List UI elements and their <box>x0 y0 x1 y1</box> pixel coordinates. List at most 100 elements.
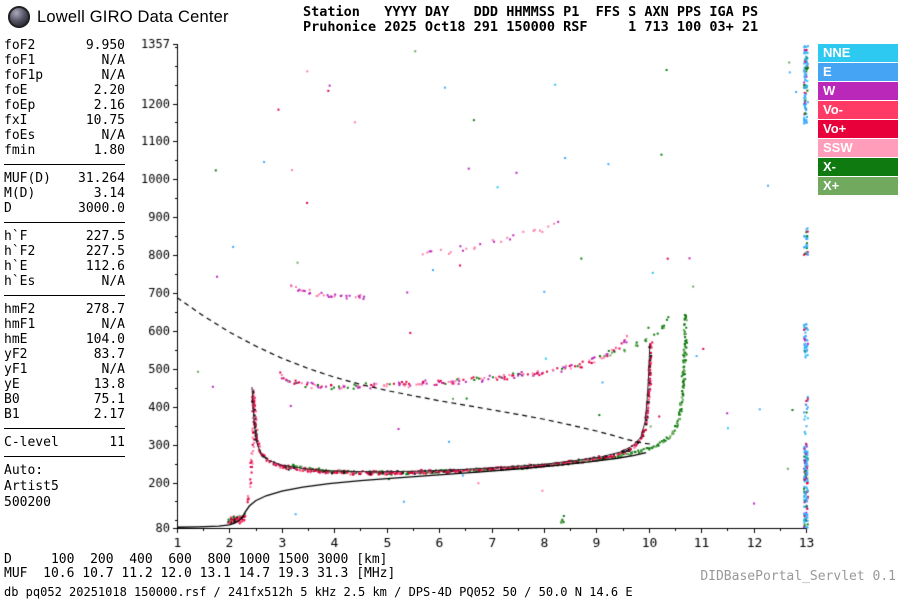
param-row-foEp: foEp 2.16 <box>4 98 125 113</box>
param-row-hmE: hmE 104.0 <box>4 332 125 347</box>
param-value: 13.8 <box>93 377 125 392</box>
param-label: foF1p <box>4 68 44 83</box>
param-label: h`F2 <box>4 244 36 259</box>
param-label: M(D) <box>4 186 36 201</box>
param-label: fmin <box>4 143 36 158</box>
param-row-hmF2: hmF2 278.7 <box>4 302 125 317</box>
param-label: hmF2 <box>4 302 36 317</box>
legend-item-W: W <box>818 82 898 100</box>
legend: NNE E W Vo- Vo+ SSW X- X+ <box>818 44 898 196</box>
param-label: foE <box>4 83 28 98</box>
param-value: 2.16 <box>93 98 125 113</box>
distance-row: D 100 200 400 600 800 1000 1500 3000 [km… <box>4 552 388 567</box>
param-label: h`E <box>4 259 28 274</box>
legend-item-Vo+: Vo+ <box>818 120 898 138</box>
param-value: 31.264 <box>78 171 125 186</box>
servlet-version: DIDBasePortal_Servlet 0.1 <box>700 569 896 584</box>
param-label: hmF1 <box>4 317 36 332</box>
param-row-B1: B1 2.17 <box>4 407 125 422</box>
param-row-fmin: fmin 1.80 <box>4 143 125 158</box>
param-row-MUF(D): MUF(D) 31.264 <box>4 171 125 186</box>
legend-item-SSW: SSW <box>818 139 898 157</box>
param-value: 227.5 <box>85 244 125 259</box>
param-row-M(D): M(D) 3.14 <box>4 186 125 201</box>
param-value: 3000.0 <box>78 201 125 216</box>
giro-logo-icon <box>8 6 30 28</box>
param-row-h`Es: h`Es N/A <box>4 274 125 289</box>
param-value: 227.5 <box>85 229 125 244</box>
param-value: N/A <box>101 274 125 289</box>
param-row-foF1: foF1 N/A <box>4 53 125 68</box>
param-value: 1.80 <box>93 143 125 158</box>
param-separator <box>4 456 125 457</box>
param-value: 83.7 <box>93 347 125 362</box>
param-value: 11 <box>109 435 125 450</box>
param-value: 75.1 <box>93 392 125 407</box>
file-status-line: db pq052 20251018 150000.rsf / 241fx512h… <box>4 585 633 599</box>
param-value: N/A <box>101 68 125 83</box>
param-value: 104.0 <box>85 332 125 347</box>
param-separator <box>4 222 125 223</box>
param-row-h`F: h`F 227.5 <box>4 229 125 244</box>
param-label: B1 <box>4 407 20 422</box>
param-value: N/A <box>101 362 125 377</box>
param-row-foF2: foF2 9.950 <box>4 38 125 53</box>
param-label: h`Es <box>4 274 36 289</box>
giro-brand[interactable]: Lowell GIRO Data Center <box>8 6 229 28</box>
param-value: 9.950 <box>85 38 125 53</box>
param-row-foE: foE 2.20 <box>4 83 125 98</box>
auto-line: 500200 <box>4 495 51 510</box>
brand-title: Lowell GIRO Data Center <box>37 7 229 26</box>
param-value: 278.7 <box>85 302 125 317</box>
param-row-yE: yE 13.8 <box>4 377 125 392</box>
param-separator <box>4 295 125 296</box>
muf-row: MUF 10.6 10.7 11.2 12.0 13.1 14.7 19.3 3… <box>4 566 396 581</box>
param-row-h`F2: h`F2 227.5 <box>4 244 125 259</box>
header-column-labels: Station YYYY DAY DDD HHMMSS P1 FFS S AXN… <box>303 4 759 20</box>
param-row-foEs: foEs N/A <box>4 128 125 143</box>
param-label: yF1 <box>4 362 28 377</box>
param-label: fxI <box>4 113 28 128</box>
param-value: N/A <box>101 53 125 68</box>
param-row-yF2: yF2 83.7 <box>4 347 125 362</box>
param-panel: foF2 9.950 foF1 N/A foF1p N/A foE 2.20 foEp 2.16 f… <box>4 38 125 511</box>
param-label: foEp <box>4 98 36 113</box>
station-header: Station YYYY DAY DDD HHMMSS P1 FFS S AXN… <box>303 5 758 35</box>
param-row-B0: B0 75.1 <box>4 392 125 407</box>
param-row-yF1: yF1 N/A <box>4 362 125 377</box>
header-values: Pruhonice 2025 Oct18 291 150000 RSF 1 71… <box>303 19 759 35</box>
param-value: N/A <box>101 128 125 143</box>
param-value: N/A <box>101 317 125 332</box>
param-separator <box>4 164 125 165</box>
param-value: 3.14 <box>93 186 125 201</box>
param-label: yE <box>4 377 20 392</box>
param-value: 2.20 <box>93 83 125 98</box>
param-label: foF2 <box>4 38 36 53</box>
param-label: hmE <box>4 332 28 347</box>
param-label: B0 <box>4 392 20 407</box>
legend-item-NNE: NNE <box>818 44 898 62</box>
legend-item-E: E <box>818 63 898 81</box>
param-label: MUF(D) <box>4 171 51 186</box>
param-label: h`F <box>4 229 28 244</box>
param-row-h`E: h`E 112.6 <box>4 259 125 274</box>
param-label: foEs <box>4 128 36 143</box>
param-value: 2.17 <box>93 407 125 422</box>
param-label: C-level <box>4 435 59 450</box>
param-row-D: D 3000.0 <box>4 201 125 216</box>
legend-item-X-: X- <box>818 158 898 176</box>
param-row-hmF1: hmF1 N/A <box>4 317 125 332</box>
legend-item-X+: X+ <box>818 177 898 195</box>
legend-item-Vo-: Vo- <box>818 101 898 119</box>
param-separator <box>4 428 125 429</box>
param-value: 112.6 <box>85 259 125 274</box>
param-row-foF1p: foF1p N/A <box>4 68 125 83</box>
param-label: foF1 <box>4 53 36 68</box>
param-row-fxI: fxI 10.75 <box>4 113 125 128</box>
param-label: D <box>4 201 12 216</box>
param-value: 10.75 <box>85 113 125 128</box>
param-label: yF2 <box>4 347 28 362</box>
auto-line: Artist5 <box>4 479 59 494</box>
param-row-C-level: C-level 11 <box>4 435 125 450</box>
ionogram-plot <box>136 36 816 548</box>
